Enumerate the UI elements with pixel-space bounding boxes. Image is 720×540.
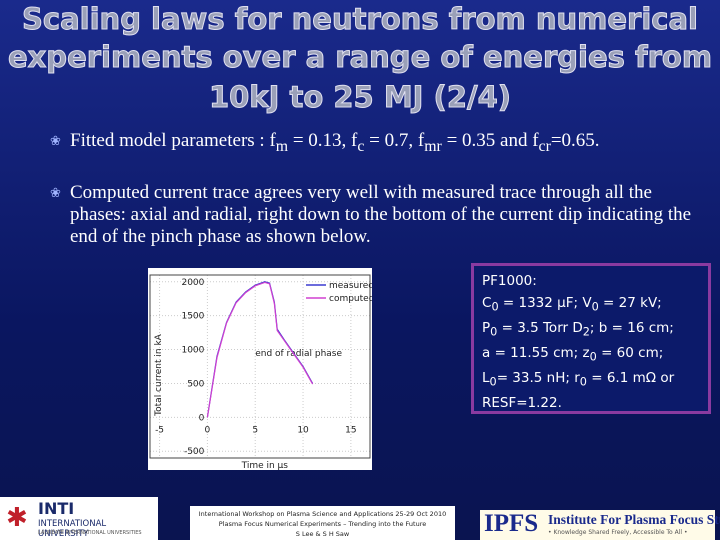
series-line [206, 281, 314, 418]
annotation: end of radial phase [255, 349, 342, 359]
info-line: C0 = 1332 µF; V0 = 27 kV; [482, 293, 700, 318]
footer-text: International Workshop on Plasma Science… [190, 506, 455, 540]
text: = 0.7, f [364, 130, 425, 151]
text: = 60 cm; [596, 344, 664, 361]
x-label: Time in µs [241, 461, 289, 470]
legend-label: measured [329, 281, 372, 291]
text: = 6.1 mΩ or [586, 370, 675, 387]
text: ; b = 16 cm; [589, 319, 674, 336]
info-line: a = 11.55 cm; z0 = 60 cm; [482, 343, 700, 368]
text: P [482, 319, 491, 336]
y-tick-label: 0 [199, 413, 205, 423]
subscript: 0 [591, 300, 599, 314]
text: RESF=1.22. [482, 395, 562, 412]
subscript: 0 [489, 375, 497, 389]
logo-text: INTERNATIONAL UNIVERSITY [38, 519, 107, 539]
subscript: c [357, 137, 365, 155]
plot-frame [149, 274, 371, 459]
text: Fitted model parameters : f [70, 130, 276, 151]
y-tick-label: 1000 [181, 346, 204, 356]
info-line: RESF=1.22. [482, 393, 700, 415]
bullet: Fitted model parameters : fm = 0.13, fc … [50, 130, 710, 158]
y-label: Total current in kA [154, 333, 164, 416]
subscript: 0 [579, 375, 587, 389]
ipfs: IPFS [484, 510, 539, 537]
x-tick-label: -5 [155, 425, 164, 435]
x-tick-label: 5 [252, 425, 258, 435]
text: = 33.5 nH; r [496, 370, 580, 387]
y-tick-label: -500 [184, 447, 205, 457]
text: = 0.13, f [288, 130, 358, 151]
text: C [482, 294, 492, 311]
subscript: 0 [589, 350, 597, 364]
title: Scaling laws for neutrons from numerical [22, 2, 699, 37]
y-tick-label: 2000 [181, 278, 204, 288]
text: = 27 kV; [598, 294, 662, 311]
legend-label: computed [329, 294, 372, 304]
footer-line: S Lee & S H Saw [295, 530, 350, 538]
text: a = 11.55 cm; z [482, 344, 590, 361]
logo: ✱ INTI INTERNATIONAL UNIVERSITY LAUREATE… [0, 497, 158, 540]
ipfs-logo: IPFS Institute For Plasma Focus Studies … [480, 510, 720, 540]
text: PF1000: [482, 273, 537, 289]
title: 10kJ to 25 MJ (2/4) [208, 80, 512, 115]
text: = 0.35 and f [441, 130, 539, 151]
x-tick-label: 0 [205, 425, 211, 435]
info-line: P0 = 3.5 Torr D2; b = 16 cm; [482, 318, 700, 343]
text: L [482, 370, 490, 387]
bullet: Computed current trace agrees very well … [50, 182, 710, 248]
subscript: m [275, 137, 289, 155]
info-line: L0= 33.5 nH; r0 = 6.1 mΩ or [482, 368, 700, 393]
footer-line: Plasma Focus Numerical Experiments – Tre… [218, 520, 427, 528]
subscript: 0 [490, 325, 498, 339]
x-tick-label: 15 [345, 425, 356, 435]
logo-text: INTI [38, 499, 75, 518]
ipfs-motto: • Knowledge Shared Freely, Accessible To… [548, 529, 688, 536]
text: = 3.5 Torr D [497, 319, 583, 336]
info-line: PF1000: [482, 271, 700, 293]
info-box: PF1000: C0 = 1332 µF; V0 = 27 kV; P0 = 3.5… [471, 263, 711, 414]
figure: -500 0 500 1000 1500 2000 -5 0 5 10 15 Total curren… [148, 268, 372, 470]
title: experiments over a range of energies fro… [7, 40, 713, 75]
footer-line: International Workshop on Plasma Science… [198, 510, 447, 518]
x-tick-label: 10 [297, 425, 309, 435]
y-tick-label: 500 [187, 379, 204, 389]
subscript: 2 [582, 325, 590, 339]
subscript: mr [424, 137, 442, 155]
subscript: 0 [491, 300, 499, 314]
text: Computed current trace agrees very well … [70, 182, 692, 247]
text: =0.65. [550, 130, 600, 151]
ipfs-name: Institute For Plasma Focus Studies [548, 512, 720, 527]
y-tick-label: 1500 [181, 312, 204, 322]
logo-text: LAUREATE INTERNATIONAL UNIVERSITIES [38, 530, 142, 536]
text: = 1332 µF; V [498, 294, 592, 311]
subscript: cr [538, 137, 551, 155]
